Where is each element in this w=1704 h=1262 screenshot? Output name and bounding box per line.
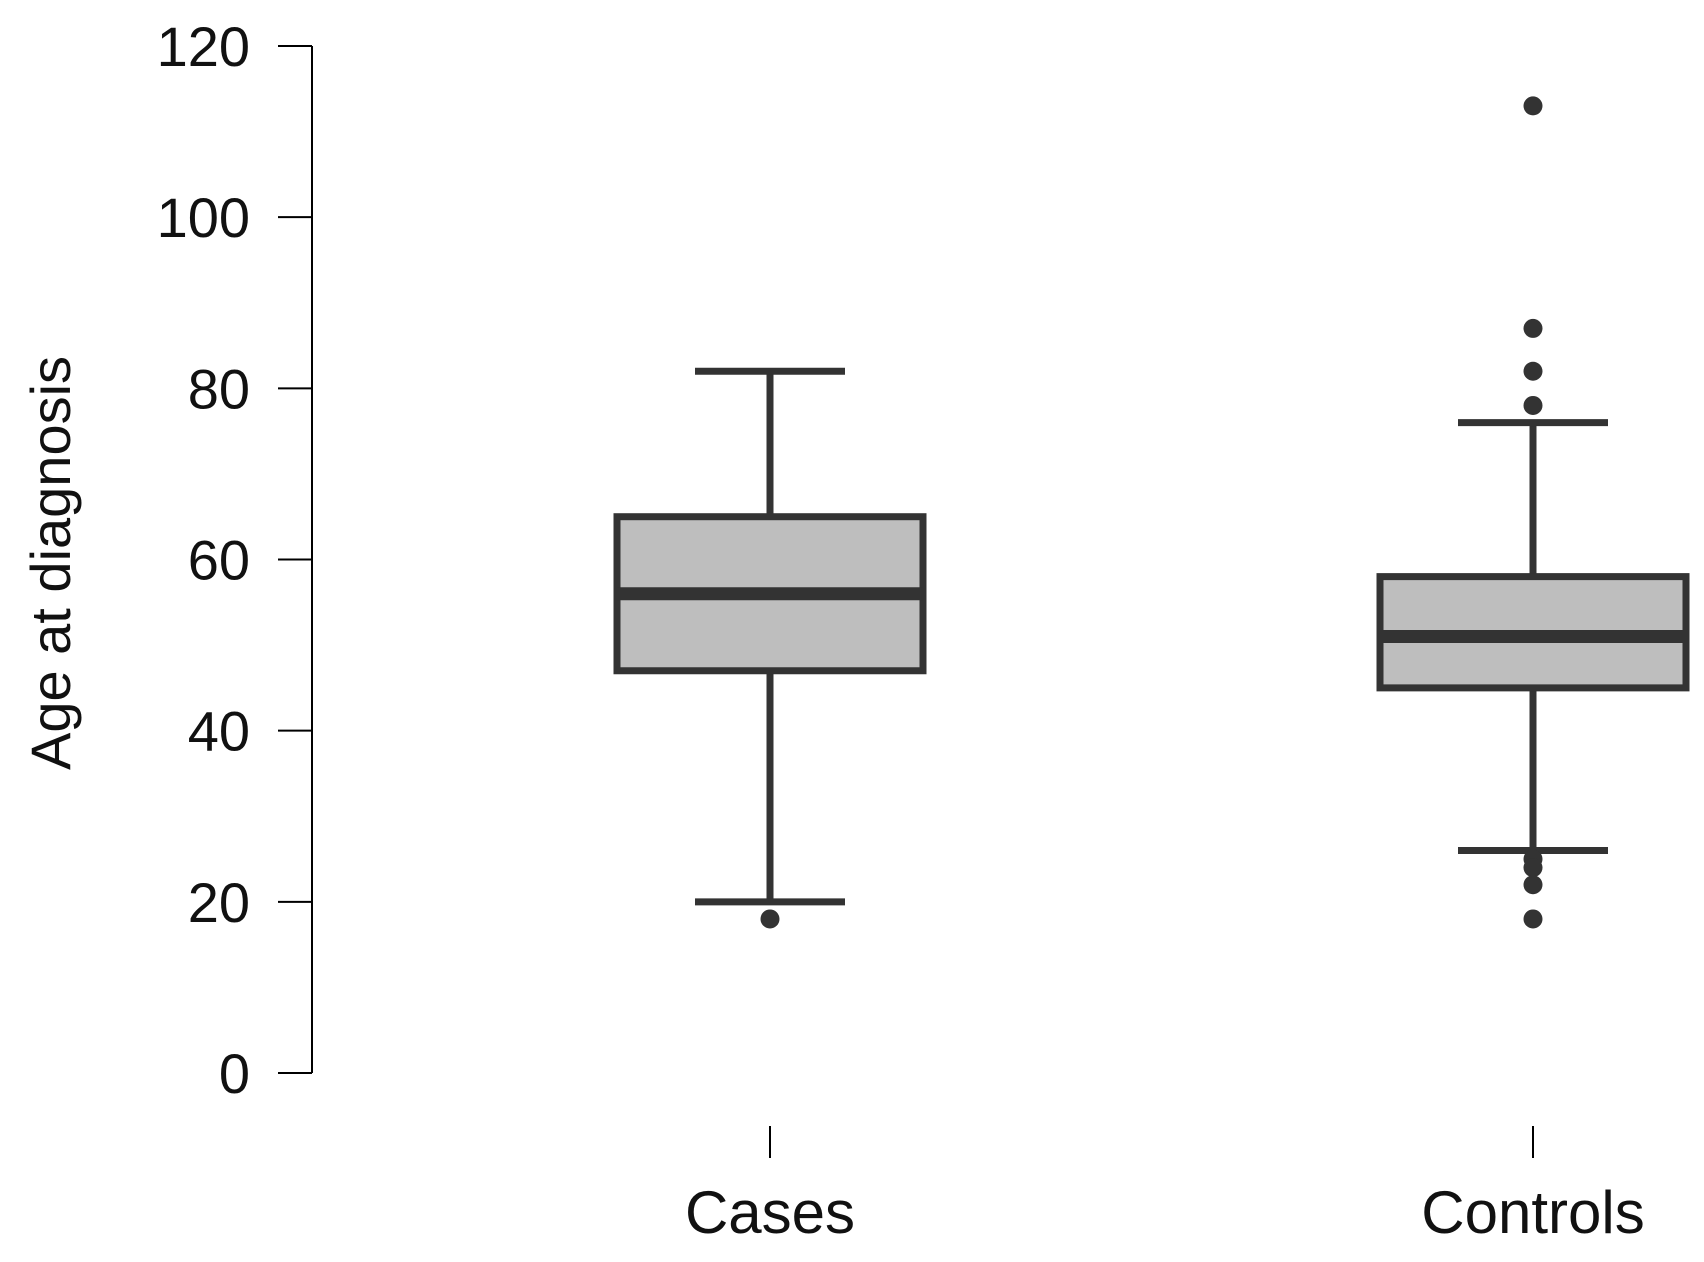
outlier-point: [1523, 395, 1543, 415]
y-tick-label: 0: [219, 1042, 250, 1105]
x-axis: Cases Controls: [685, 1126, 1645, 1246]
outlier-point: [1523, 875, 1543, 895]
outlier-point: [760, 909, 780, 929]
outlier-point: [1523, 909, 1543, 929]
x-tick-label: Controls: [1421, 1179, 1644, 1246]
y-tick-label: 120: [157, 15, 250, 78]
box-cases: [613, 367, 927, 929]
box-series: [613, 96, 1690, 929]
outlier-point: [1523, 361, 1543, 381]
x-tick-label: Cases: [685, 1179, 855, 1246]
y-tick-label: 40: [188, 700, 250, 763]
y-tick-label: 60: [188, 529, 250, 592]
box-controls: [1376, 96, 1690, 929]
y-tick-label: 80: [188, 357, 250, 420]
y-tick-label: 100: [157, 186, 250, 249]
y-tick-label: 20: [188, 871, 250, 934]
outlier-point: [1523, 96, 1543, 116]
outlier-point: [1523, 318, 1543, 338]
y-axis-label: Age at diagnosis: [19, 356, 82, 770]
y-axis: 0 20 40 60 80 100 120: [157, 15, 313, 1105]
outlier-point: [1523, 858, 1543, 878]
